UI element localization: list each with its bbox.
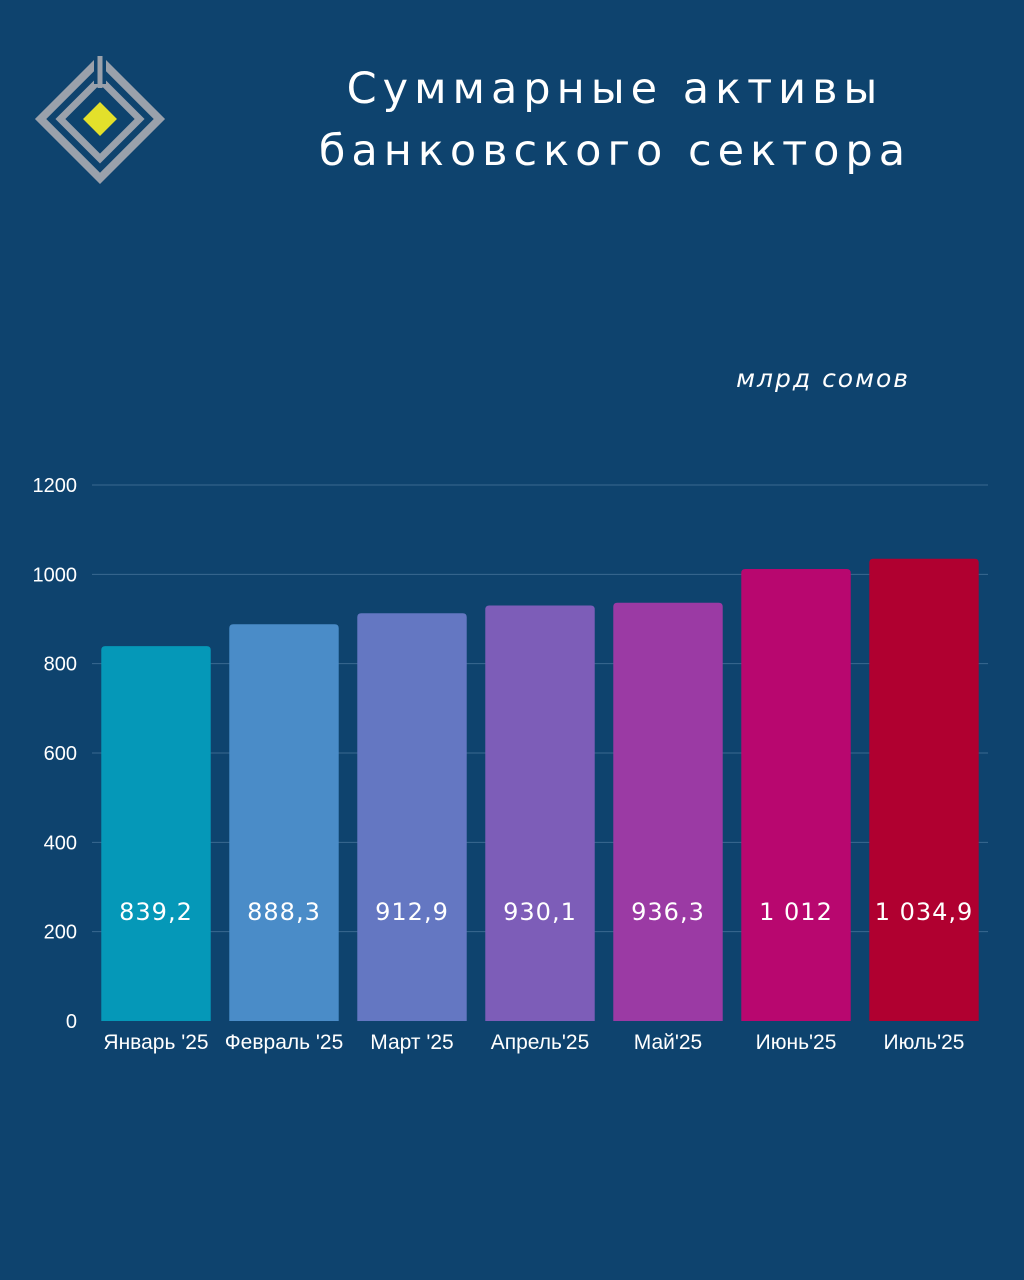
bar-chart: 0 200 400 600 800 1000 1200 839,2 888,3 912,9 930… xyxy=(33,475,988,1054)
bar xyxy=(229,624,339,1021)
bar xyxy=(741,568,851,1021)
y-tick-label: 200 xyxy=(44,922,77,944)
y-tick-label: 400 xyxy=(44,832,77,854)
bar xyxy=(101,646,211,1021)
x-category-label: Июль'25 xyxy=(884,1031,965,1054)
x-category-label: Февраль '25 xyxy=(225,1031,344,1054)
x-category-label: Май'25 xyxy=(634,1031,703,1054)
data-label: 930,1 xyxy=(503,898,577,926)
data-label: 1 012 xyxy=(759,898,833,926)
bar xyxy=(357,613,467,1021)
data-label: 839,2 xyxy=(119,898,193,926)
x-category-label: Январь '25 xyxy=(103,1031,208,1054)
y-tick-label: 800 xyxy=(44,654,77,676)
bars xyxy=(101,558,979,1021)
data-labels: 839,2 888,3 912,9 930,1 936,3 1 012 1 034,9 xyxy=(119,898,974,926)
x-category-label: Апрель'25 xyxy=(491,1031,590,1054)
data-label: 888,3 xyxy=(247,898,321,926)
x-axis-categories: Январь '25 Февраль '25 Март '25 Апрель'25 Ма… xyxy=(103,1031,964,1054)
data-label: 1 034,9 xyxy=(875,898,974,926)
title-line-1: Суммарные активы xyxy=(346,64,884,114)
title-line-2: банковского сектора xyxy=(318,126,912,176)
y-tick-label: 1000 xyxy=(33,564,78,586)
y-axis-ticks: 0 200 400 600 800 1000 1200 xyxy=(33,475,78,1033)
bar xyxy=(613,602,723,1021)
x-category-label: Июнь'25 xyxy=(756,1031,837,1054)
unit-label: млрд сомов xyxy=(736,364,910,393)
data-label: 912,9 xyxy=(375,898,449,926)
bar xyxy=(869,558,979,1021)
x-category-label: Март '25 xyxy=(370,1031,453,1054)
page-title: Суммарные активы банковского сектора xyxy=(200,58,1024,182)
y-tick-label: 600 xyxy=(44,743,77,765)
bar xyxy=(485,605,595,1021)
y-tick-label: 0 xyxy=(66,1011,77,1033)
data-label: 936,3 xyxy=(631,898,705,926)
diamond-logo-icon xyxy=(34,53,166,185)
y-tick-label: 1200 xyxy=(33,475,78,497)
